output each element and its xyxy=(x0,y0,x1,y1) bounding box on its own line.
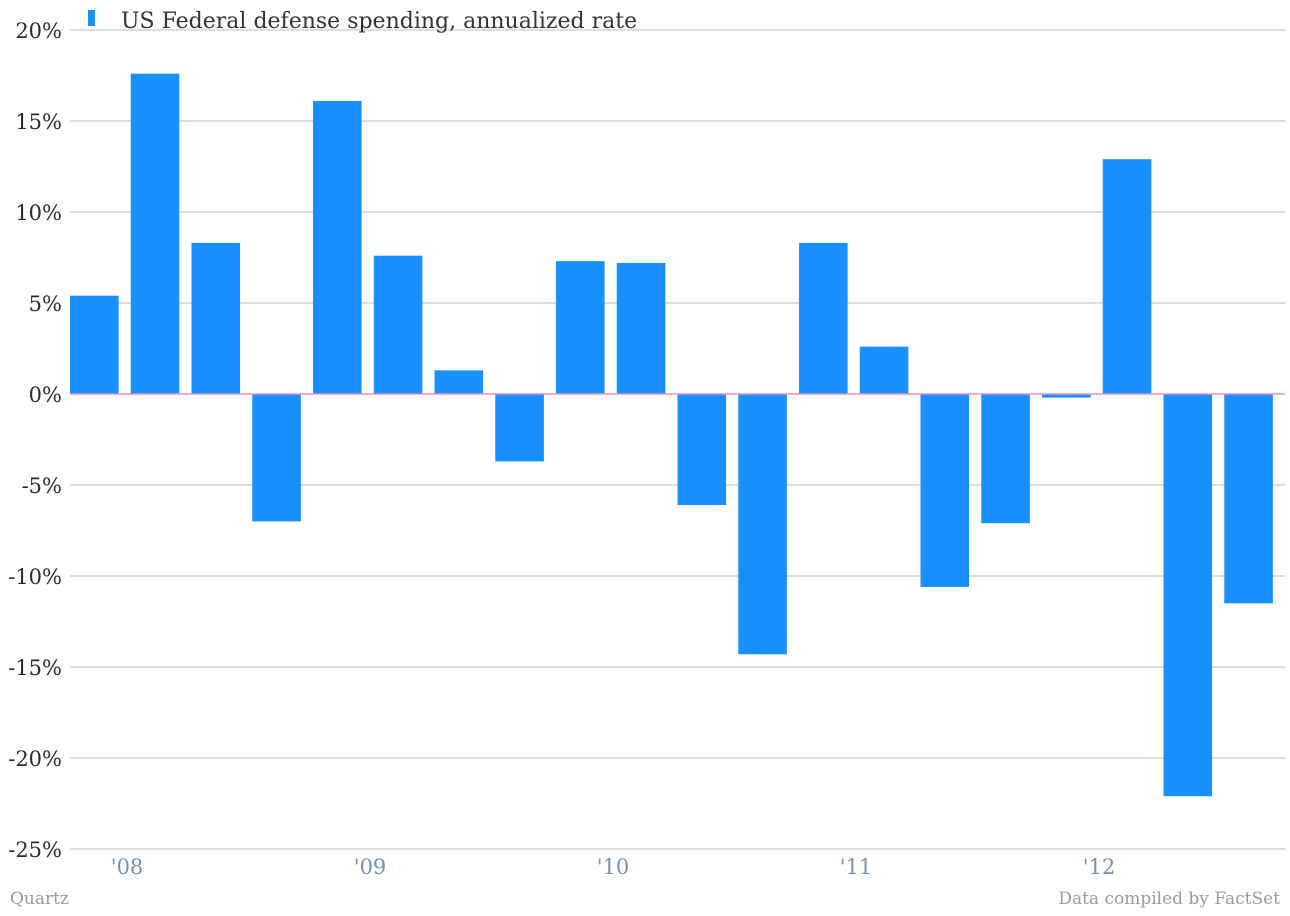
bar xyxy=(130,73,180,395)
bar xyxy=(191,242,241,394)
bar xyxy=(1224,394,1273,604)
legend-label: US Federal defense spending, annualized … xyxy=(121,9,637,34)
bar xyxy=(252,394,301,522)
bar xyxy=(434,370,484,394)
y-tick-label: -10% xyxy=(8,565,62,589)
bars xyxy=(70,73,1273,797)
y-tick-label: 0% xyxy=(29,383,62,407)
bar xyxy=(495,394,544,462)
bar xyxy=(313,100,362,394)
y-tick-label: -20% xyxy=(8,747,62,771)
bar xyxy=(1042,394,1091,398)
legend: US Federal defense spending, annualized … xyxy=(88,9,637,34)
bar xyxy=(556,261,605,394)
bar xyxy=(70,295,119,394)
bar xyxy=(738,394,787,655)
x-tick-label: '11 xyxy=(840,855,873,879)
bar xyxy=(1102,159,1152,394)
bar xyxy=(799,242,848,394)
y-tick-label: 10% xyxy=(15,201,62,225)
bar xyxy=(920,394,970,587)
legend-swatch xyxy=(88,10,95,26)
y-tick-label: -5% xyxy=(22,474,62,498)
bar xyxy=(677,394,727,506)
y-tick-label: -15% xyxy=(8,656,62,680)
y-tick-label: -25% xyxy=(8,838,62,862)
y-tick-label: 20% xyxy=(15,19,62,43)
bar xyxy=(981,394,1030,524)
x-axis-ticks: '08 '09 '10 '11 '12 xyxy=(111,855,1116,879)
y-tick-label: 15% xyxy=(15,110,62,134)
x-tick-label: '08 xyxy=(111,855,144,879)
bar xyxy=(616,262,666,394)
bar xyxy=(1163,394,1213,797)
y-tick-label: 5% xyxy=(29,292,62,316)
x-tick-label: '10 xyxy=(597,855,630,879)
bar xyxy=(859,346,909,394)
x-tick-label: '09 xyxy=(354,855,387,879)
y-axis-ticks: 20% 15% 10% 5% 0% -5% -10% -15% -20% -25% xyxy=(8,19,62,862)
bar xyxy=(373,255,423,394)
footer-source-right: Data compiled by FactSet xyxy=(1058,889,1280,909)
footer-source-left: Quartz xyxy=(10,889,69,909)
x-tick-label: '12 xyxy=(1083,855,1116,879)
